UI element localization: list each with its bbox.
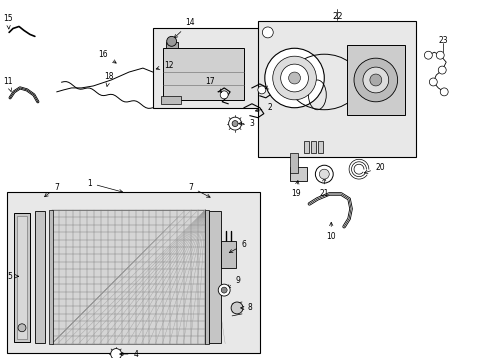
Circle shape xyxy=(315,165,332,183)
Text: 8: 8 xyxy=(240,303,252,312)
Bar xyxy=(346,45,404,115)
Circle shape xyxy=(257,86,265,94)
Text: 11: 11 xyxy=(3,77,13,92)
Circle shape xyxy=(353,58,397,102)
Bar xyxy=(205,210,209,344)
Text: 23: 23 xyxy=(438,36,447,45)
Text: 3: 3 xyxy=(238,119,254,128)
Text: 6: 6 xyxy=(229,240,246,253)
Bar xyxy=(7,192,259,352)
Bar xyxy=(17,216,27,339)
Circle shape xyxy=(218,284,230,296)
Text: 10: 10 xyxy=(326,222,335,241)
Text: 13: 13 xyxy=(264,80,282,89)
Text: 16: 16 xyxy=(98,50,116,63)
Bar xyxy=(304,141,309,153)
Bar xyxy=(161,96,180,104)
Circle shape xyxy=(369,74,381,86)
Text: 17: 17 xyxy=(205,77,221,93)
Circle shape xyxy=(280,64,308,92)
Circle shape xyxy=(221,287,227,293)
Circle shape xyxy=(18,324,26,332)
Text: 14: 14 xyxy=(174,18,195,38)
Text: 18: 18 xyxy=(104,72,114,86)
Circle shape xyxy=(435,51,443,59)
Text: 7: 7 xyxy=(188,183,210,197)
Bar xyxy=(257,21,416,157)
Text: 4: 4 xyxy=(120,350,138,359)
Circle shape xyxy=(231,302,243,314)
Circle shape xyxy=(220,91,228,99)
Text: 20: 20 xyxy=(364,163,385,174)
Text: 9: 9 xyxy=(226,276,240,288)
Circle shape xyxy=(362,67,388,93)
Circle shape xyxy=(166,36,176,46)
Circle shape xyxy=(262,27,273,38)
Circle shape xyxy=(439,88,447,96)
Circle shape xyxy=(428,78,436,86)
Circle shape xyxy=(228,117,241,130)
Bar xyxy=(52,210,205,344)
Circle shape xyxy=(288,72,300,84)
Text: 7: 7 xyxy=(44,183,59,197)
Bar xyxy=(311,141,316,153)
Circle shape xyxy=(264,48,324,108)
Text: 22: 22 xyxy=(331,12,342,21)
Circle shape xyxy=(232,121,238,127)
Bar xyxy=(289,167,307,181)
Text: 5: 5 xyxy=(8,272,19,281)
Text: 15: 15 xyxy=(3,14,13,29)
Bar xyxy=(221,240,236,268)
Bar xyxy=(35,211,45,343)
Bar xyxy=(49,210,53,344)
Bar xyxy=(209,211,221,343)
Circle shape xyxy=(437,66,445,74)
Text: 19: 19 xyxy=(290,181,300,198)
Text: 12: 12 xyxy=(156,60,173,69)
Bar xyxy=(165,42,177,48)
Bar xyxy=(318,141,323,153)
Circle shape xyxy=(110,348,122,360)
Bar xyxy=(289,153,297,173)
Text: 2: 2 xyxy=(255,103,272,112)
Bar xyxy=(14,213,30,342)
Bar xyxy=(153,28,259,108)
Text: 21: 21 xyxy=(319,178,328,198)
Circle shape xyxy=(424,51,431,59)
Circle shape xyxy=(272,56,316,100)
Circle shape xyxy=(319,169,328,179)
Bar xyxy=(163,48,244,100)
Text: 1: 1 xyxy=(87,179,122,193)
